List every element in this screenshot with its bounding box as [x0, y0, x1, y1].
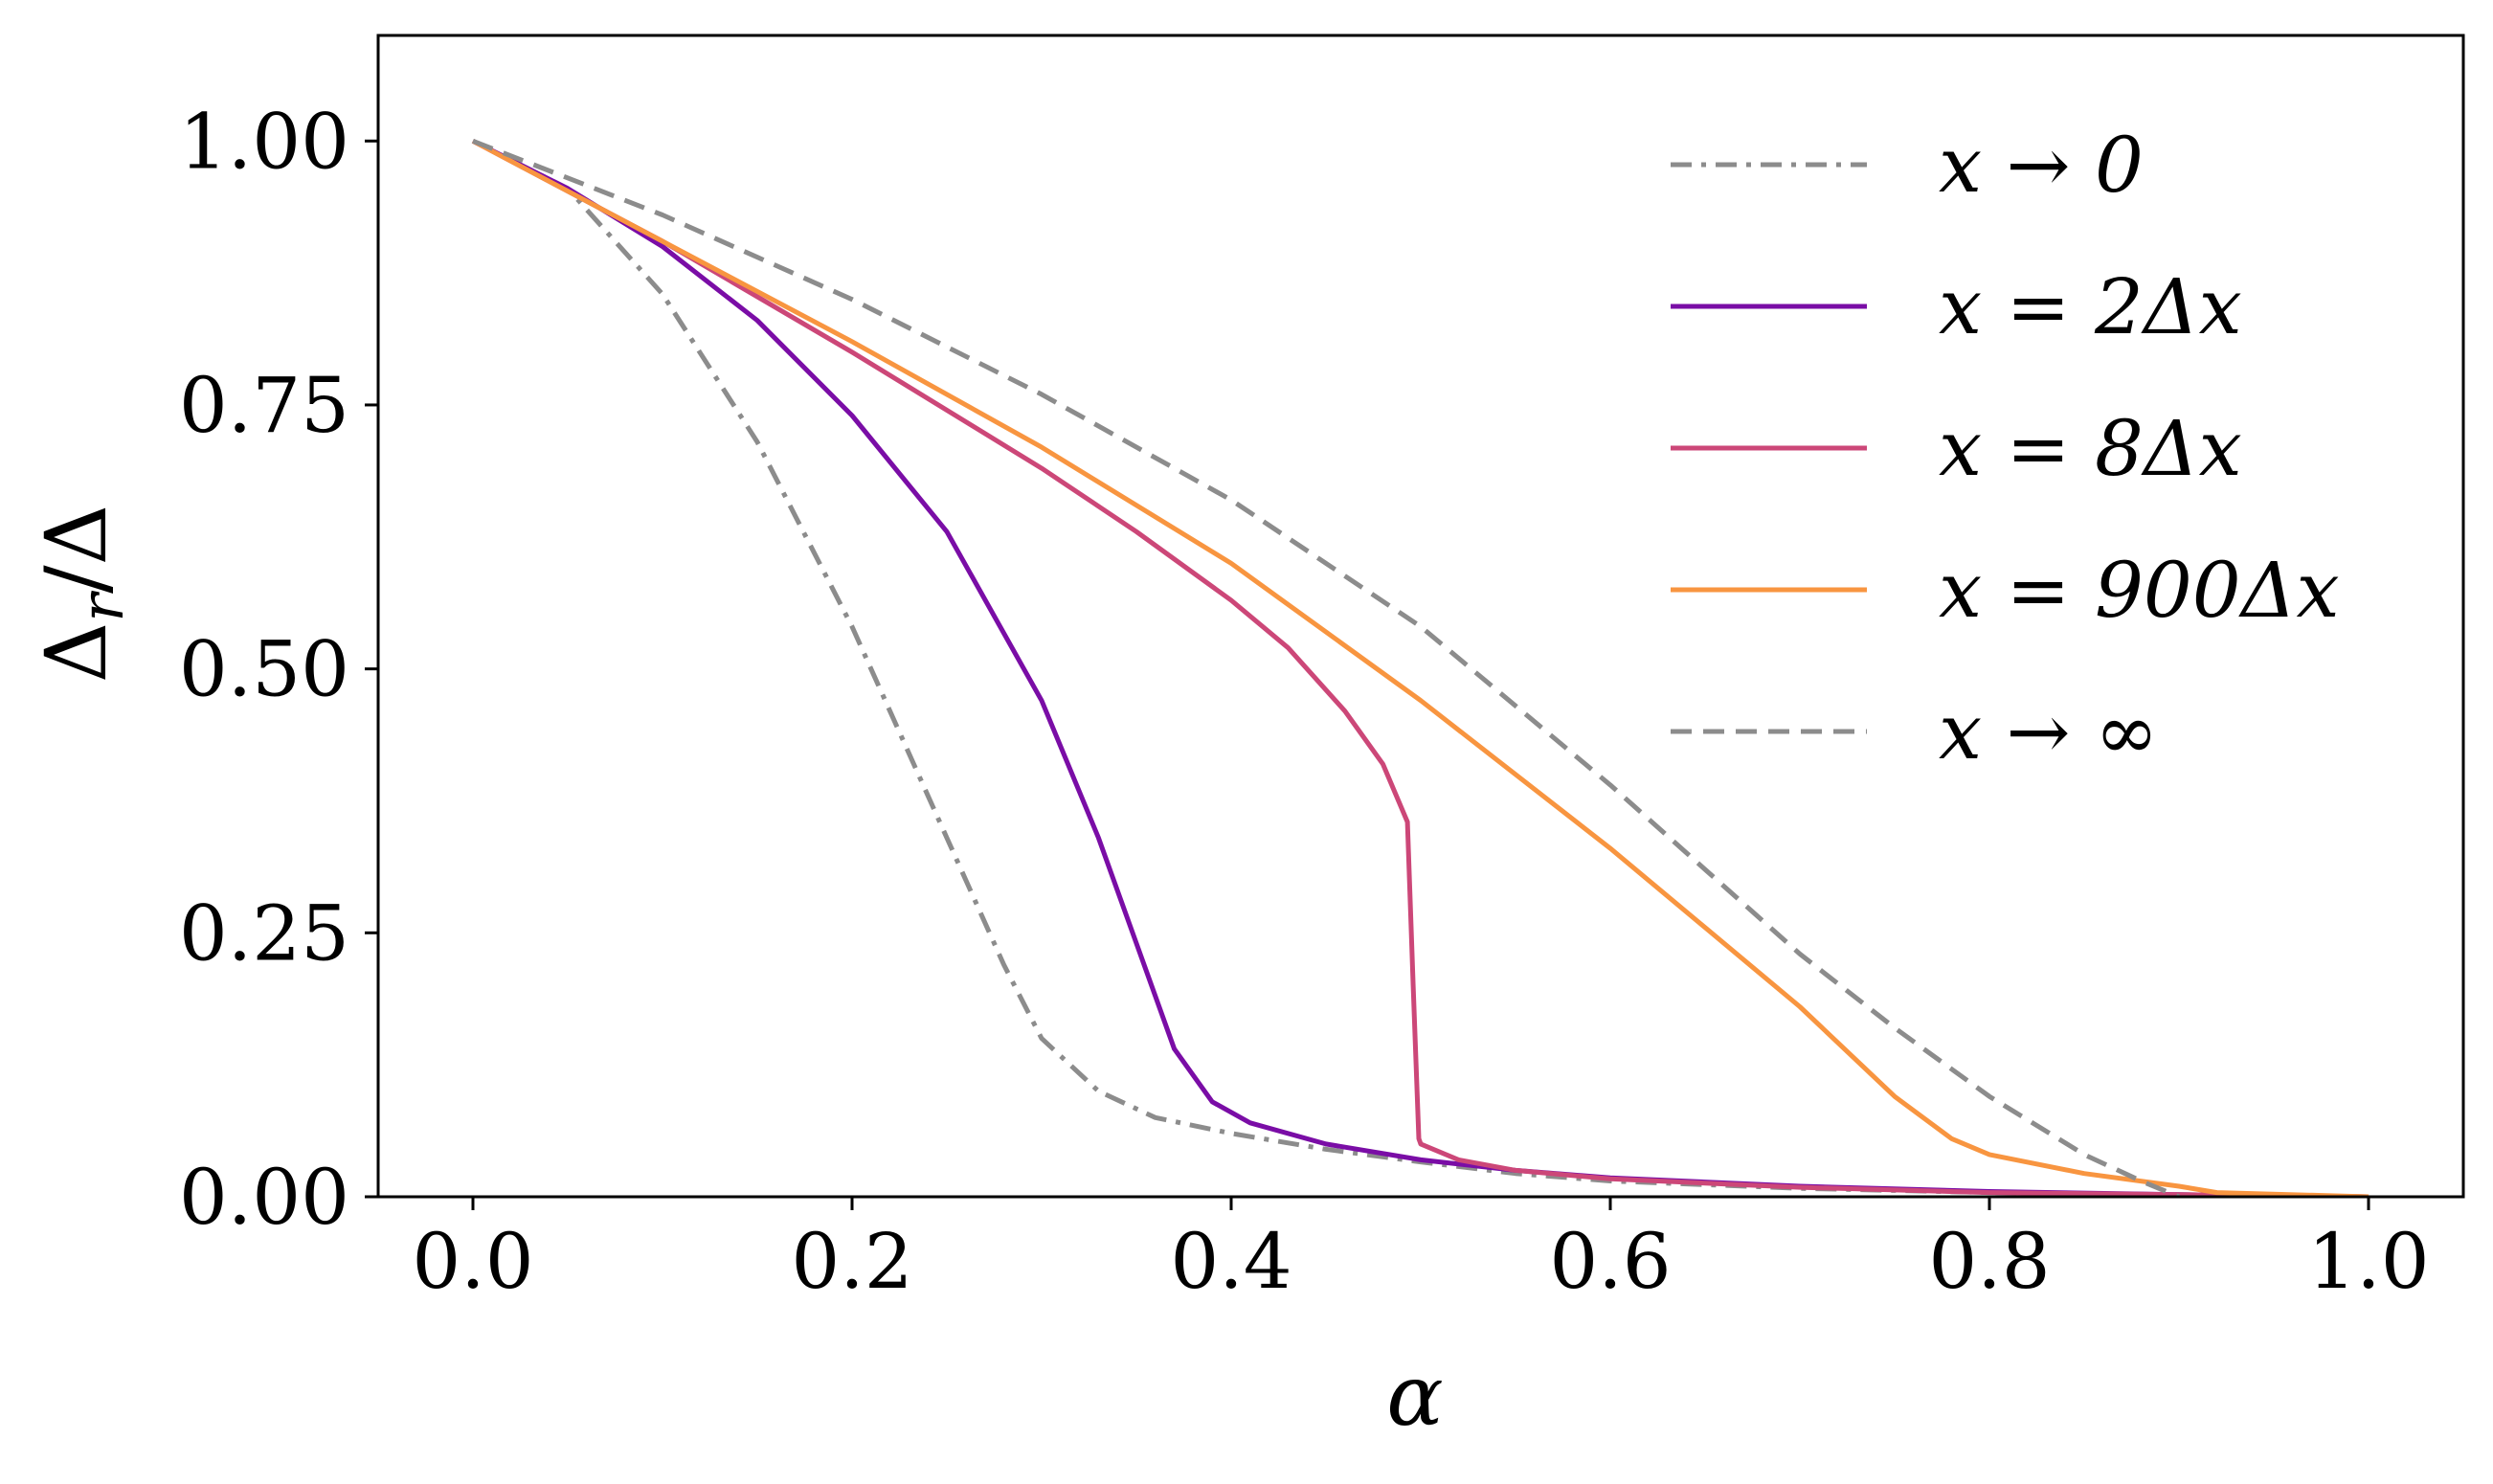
y-tick-label: 0.50 — [179, 625, 349, 714]
x-tick-label: 1.0 — [2307, 1217, 2429, 1306]
series-line-3 — [471, 139, 2369, 1197]
x-tick-label: 0.0 — [412, 1217, 533, 1306]
y-tick-label: 1.00 — [179, 97, 349, 186]
y-tick-label: 0.25 — [179, 888, 349, 978]
legend-label-5: x → ∞ — [1939, 687, 2159, 776]
y-axis-label-main: Δ — [27, 622, 125, 684]
y-axis-label: Δr/Δ — [27, 505, 137, 683]
legend-label-2: x = 2Δx — [1939, 262, 2242, 351]
series-layer — [471, 138, 2369, 1197]
y-tick-label: 0.00 — [179, 1153, 349, 1242]
legend: x → 0 x = 2Δx x = 8Δx x = 900Δx x → ∞ — [1671, 121, 2340, 776]
legend-label-3: x = 8Δx — [1939, 404, 2242, 493]
x-tick-label: 0.2 — [791, 1217, 912, 1306]
legend-label-4: x = 900Δx — [1939, 546, 2340, 635]
svg-text:Δr/Δ: Δr/Δ — [27, 505, 137, 683]
series-line-5 — [472, 138, 2180, 1197]
axes-layer: 0.0 0.2 0.4 0.6 0.8 1.0 0.00 0.25 0.50 0.75 1.00 — [179, 34, 2465, 1306]
legend-label-1: x → 0 — [1939, 121, 2144, 210]
series-line-1 — [471, 139, 2369, 1197]
y-tick-label: 0.75 — [179, 361, 349, 450]
x-tick-label: 0.4 — [1170, 1217, 1291, 1306]
x-tick-label: 0.6 — [1549, 1217, 1671, 1306]
x-axis-label: α — [1386, 1346, 1443, 1445]
y-axis-label-tail: /Δ — [27, 505, 125, 594]
y-axis-label-subscript: r — [67, 591, 137, 622]
x-tick-label: 0.8 — [1928, 1217, 2050, 1306]
plot-frame — [376, 34, 2465, 1199]
